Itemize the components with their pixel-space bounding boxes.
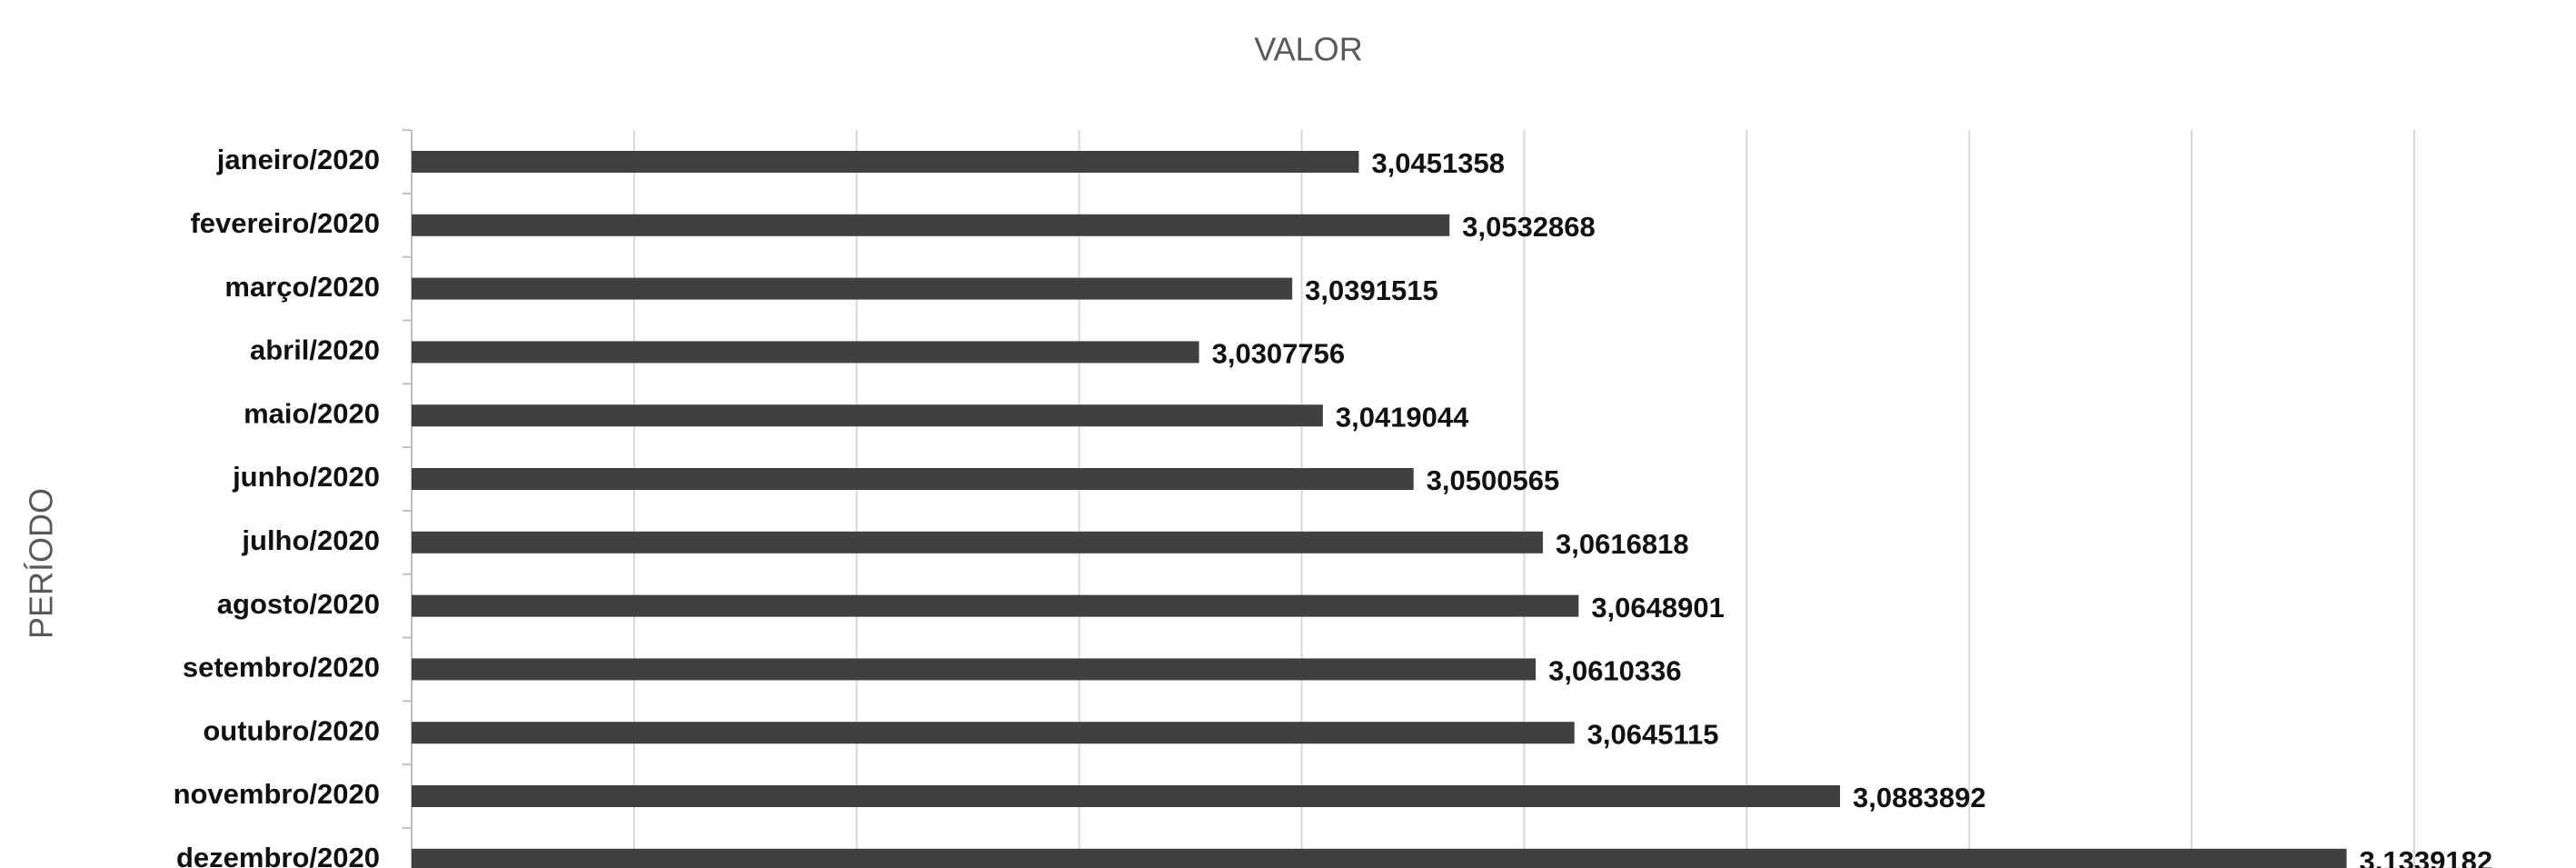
y-tick-label: dezembro/2020 [176,842,380,868]
y-tick-label: abril/2020 [250,334,380,366]
bar [412,531,1544,554]
data-label: 3,0307756 [1212,338,1346,370]
y-tick-label: agosto/2020 [217,588,380,620]
bar [412,214,1450,236]
bar [412,722,1575,744]
bar [412,277,1293,300]
bar [412,468,1414,490]
y-tick-label: novembro/2020 [174,778,380,810]
data-label: 3,0648901 [1591,592,1725,624]
data-label: 3,0610336 [1548,655,1682,687]
data-label: 3,0391515 [1305,274,1438,306]
data-label: 3,0883892 [1853,782,1986,813]
bar [412,594,1579,617]
bar [412,848,2347,868]
y-tick-label: junho/2020 [232,461,380,493]
y-tick-label: setembro/2020 [183,652,380,683]
bar [412,658,1537,681]
y-tick-label: janeiro/2020 [216,144,380,175]
data-label: 3,0532868 [1462,211,1596,243]
y-tick-label: outubro/2020 [203,714,380,746]
data-label: 3,1339182 [2360,845,2493,868]
y-tick-label: março/2020 [224,271,380,303]
bar [412,151,1359,173]
data-label: 3,0616818 [1556,528,1689,560]
data-label: 3,0500565 [1427,464,1560,496]
data-label: 3,0451358 [1371,147,1505,179]
chart-title: VALOR [1254,31,1362,68]
bar [412,785,1841,807]
data-label: 3,0419044 [1336,401,1469,433]
bar [412,341,1199,364]
y-tick-label: fevereiro/2020 [190,207,380,239]
y-tick-label: maio/2020 [244,397,380,429]
bar [412,404,1323,427]
y-axis-label: PERÍODO [23,488,60,639]
data-label: 3,0645115 [1587,718,1719,750]
y-tick-label: julho/2020 [241,524,380,556]
